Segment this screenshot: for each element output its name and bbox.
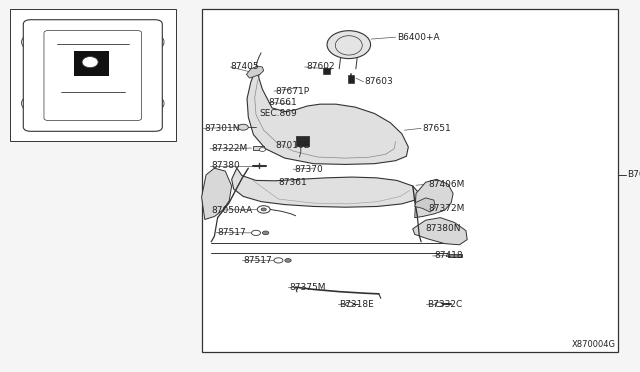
Circle shape (259, 148, 266, 151)
Ellipse shape (327, 31, 371, 58)
Text: B7050: B7050 (627, 170, 640, 179)
Text: 87405: 87405 (230, 62, 259, 71)
Text: 87375M: 87375M (289, 283, 326, 292)
Text: 87380: 87380 (211, 161, 240, 170)
FancyBboxPatch shape (23, 20, 163, 131)
Polygon shape (247, 69, 408, 164)
Text: 87322M: 87322M (211, 144, 248, 153)
Circle shape (262, 231, 269, 235)
Ellipse shape (335, 36, 362, 55)
Ellipse shape (145, 34, 164, 50)
Text: 87380N: 87380N (426, 224, 461, 233)
Text: 87010B: 87010B (275, 141, 310, 150)
Bar (253, 146, 264, 150)
Text: 87602: 87602 (306, 62, 335, 71)
Text: 87418: 87418 (434, 251, 463, 260)
Circle shape (274, 258, 283, 263)
Polygon shape (202, 168, 232, 219)
Text: 87301N: 87301N (205, 124, 240, 133)
Bar (348, 75, 354, 83)
Circle shape (257, 206, 270, 213)
Text: B7318E: B7318E (339, 300, 374, 309)
Text: 87370: 87370 (294, 165, 323, 174)
Circle shape (238, 124, 248, 130)
Ellipse shape (145, 96, 164, 111)
Text: 87372M: 87372M (429, 204, 465, 213)
Ellipse shape (22, 34, 40, 50)
Circle shape (435, 302, 443, 307)
Circle shape (261, 208, 266, 211)
Polygon shape (415, 179, 453, 218)
Text: 87661: 87661 (269, 98, 298, 107)
Bar (10, 9, 176, 141)
Text: 87406M: 87406M (429, 180, 465, 189)
Text: X870004G: X870004G (572, 340, 616, 349)
Bar (296, 136, 309, 146)
Bar (74, 51, 109, 76)
Text: SEC.869: SEC.869 (259, 109, 297, 118)
Circle shape (285, 259, 291, 262)
Text: 87671P: 87671P (275, 87, 309, 96)
Polygon shape (415, 198, 435, 212)
Polygon shape (232, 168, 419, 207)
Bar (448, 254, 462, 257)
Text: 87603: 87603 (365, 77, 394, 86)
Circle shape (346, 302, 353, 307)
Ellipse shape (82, 57, 98, 68)
Polygon shape (246, 66, 264, 78)
Text: 87517: 87517 (243, 256, 272, 265)
Polygon shape (413, 218, 467, 245)
Text: 87361: 87361 (278, 178, 307, 187)
Circle shape (252, 230, 260, 235)
Bar (202, 9, 618, 352)
Bar (323, 68, 330, 74)
Text: B7332C: B7332C (428, 300, 463, 309)
FancyBboxPatch shape (44, 31, 141, 121)
Text: 87050AA: 87050AA (211, 206, 252, 215)
Text: B6400+A: B6400+A (397, 33, 440, 42)
Text: 87651: 87651 (422, 124, 451, 133)
Text: 87517: 87517 (218, 228, 246, 237)
Ellipse shape (22, 96, 40, 111)
